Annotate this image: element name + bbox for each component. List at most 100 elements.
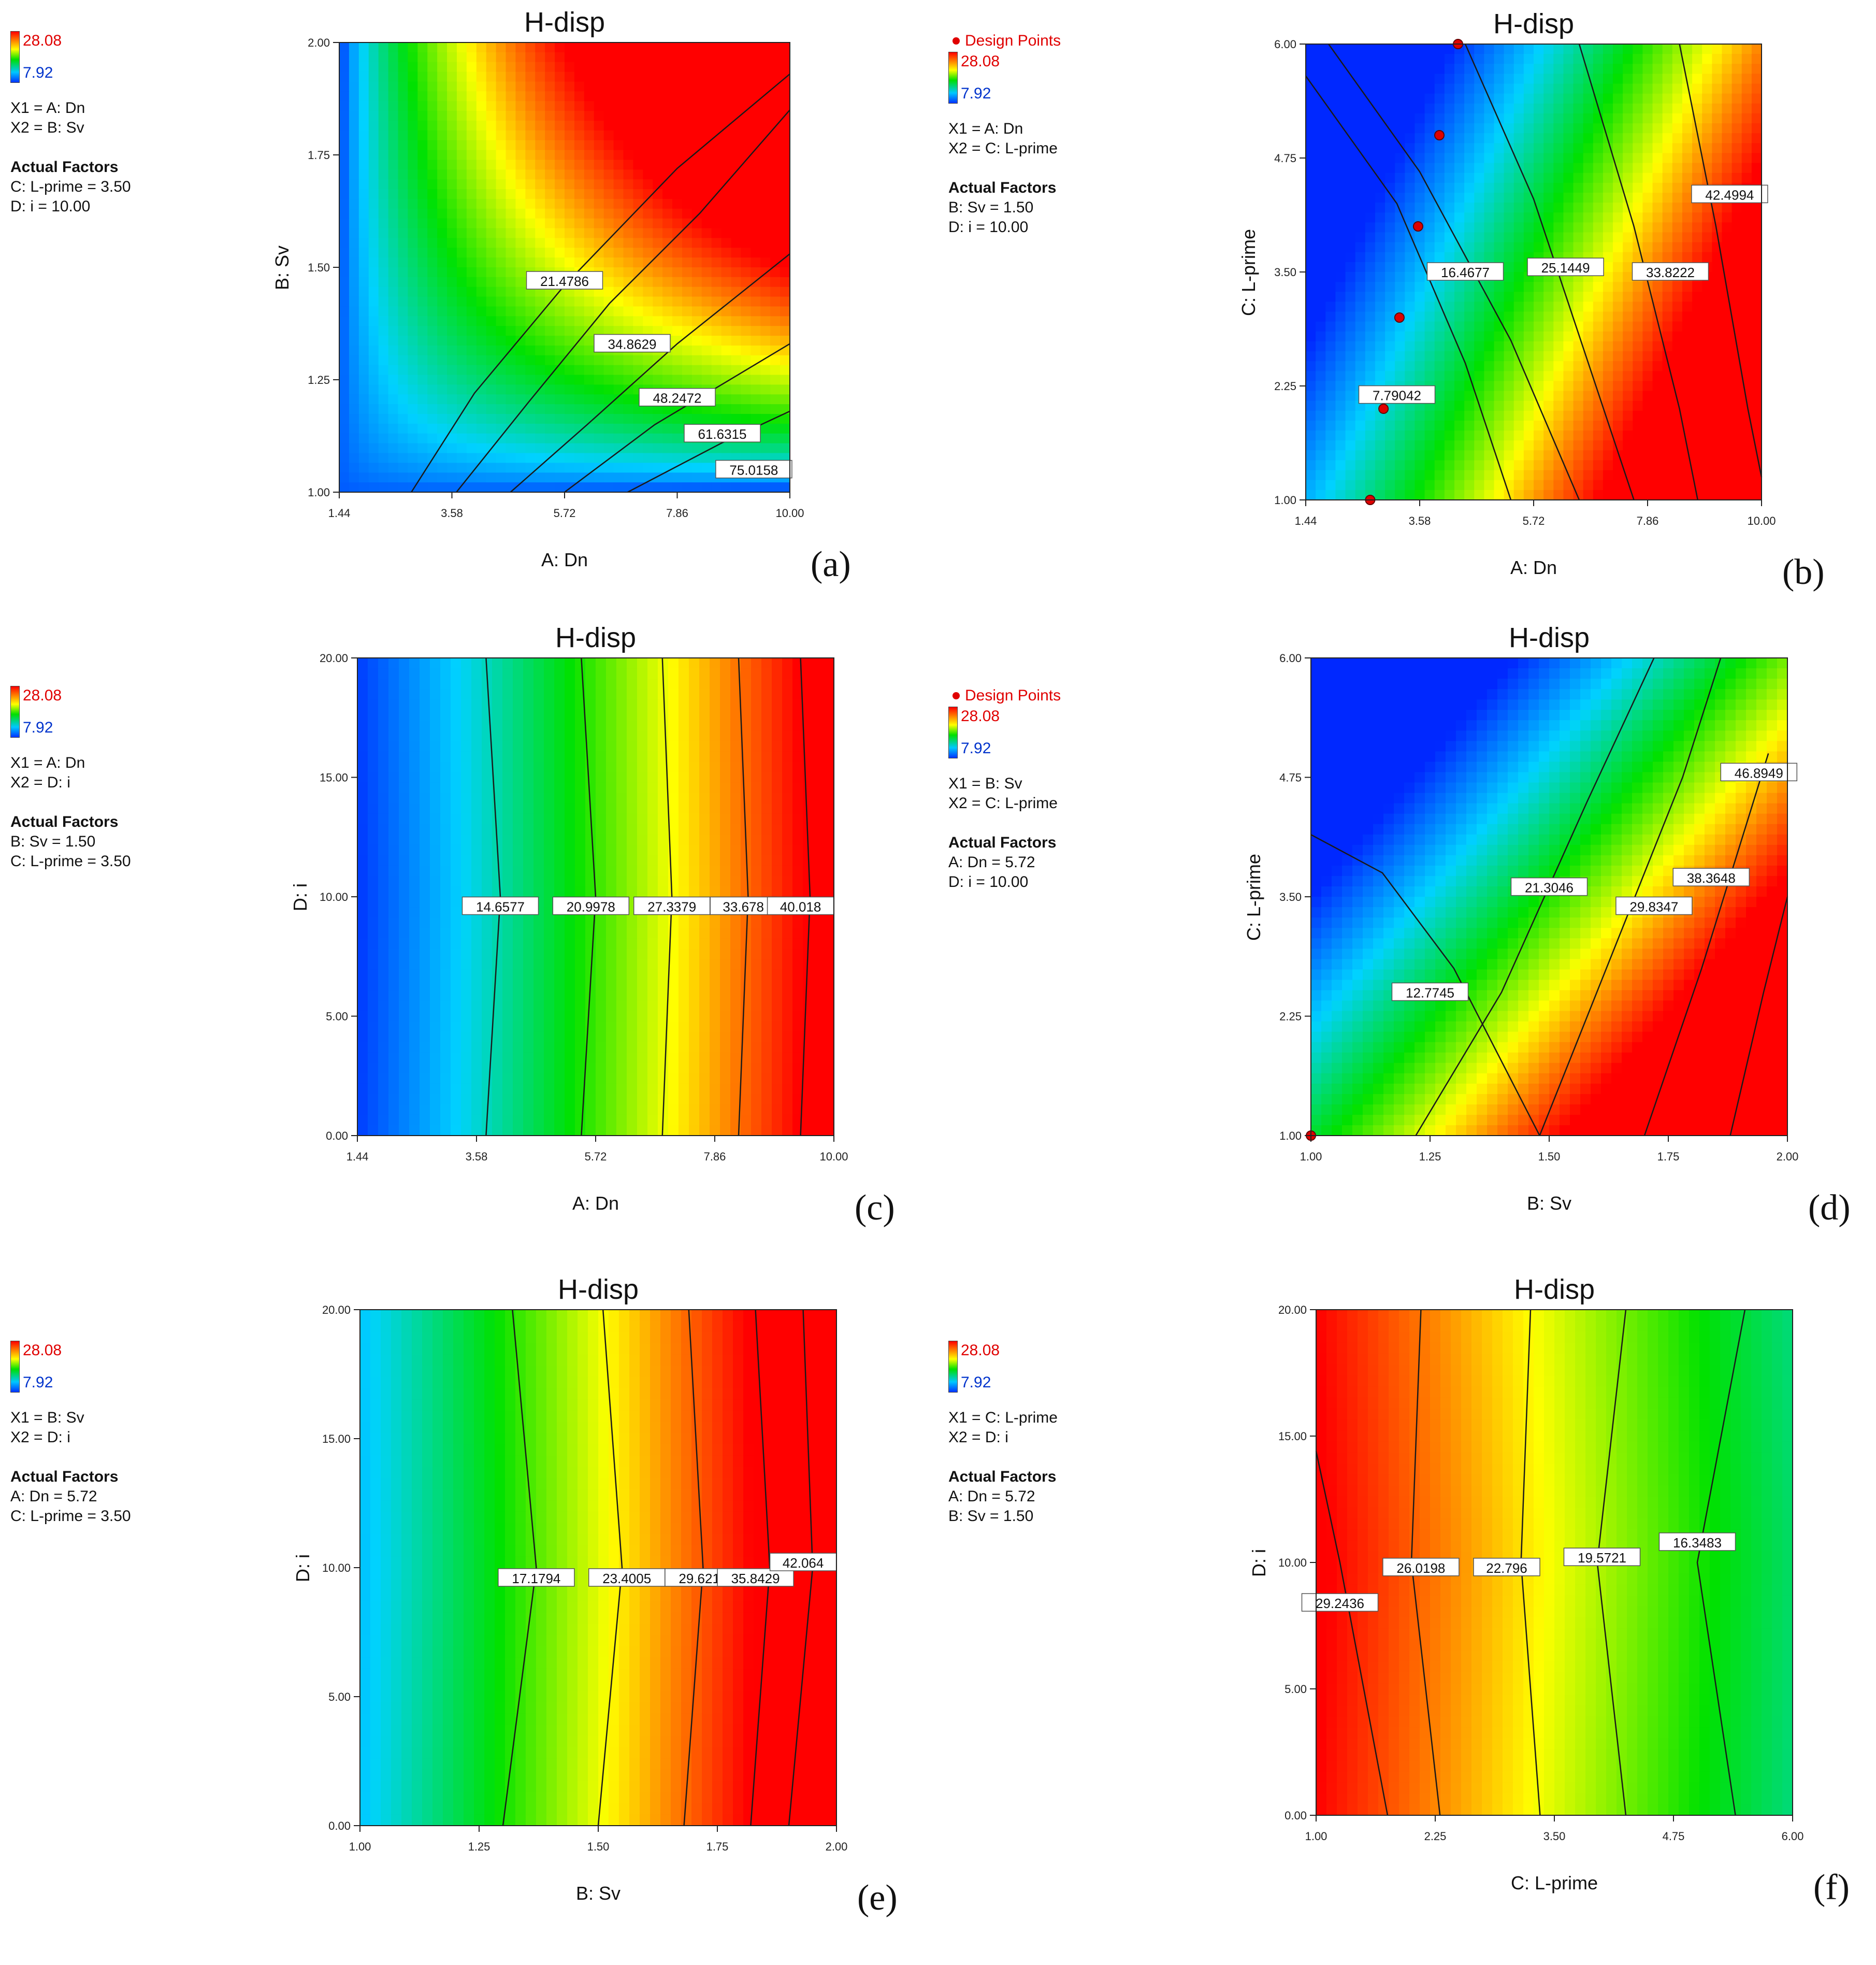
heatmap-cell xyxy=(711,150,722,161)
heatmap-cell xyxy=(1444,143,1455,154)
heatmap-cell xyxy=(1454,480,1465,491)
factor-line: X1 = A: Dn xyxy=(948,120,1023,137)
heatmap-cell xyxy=(623,306,633,317)
heatmap-cell xyxy=(515,91,526,102)
heatmap-cell xyxy=(1523,391,1534,401)
heatmap-cell xyxy=(1563,311,1574,322)
heatmap-cell xyxy=(1474,83,1484,94)
heatmap-cell xyxy=(437,286,448,297)
heatmap-cell xyxy=(584,433,595,444)
heatmap-cell xyxy=(1444,212,1455,223)
heatmap-cell xyxy=(368,394,379,405)
heatmap-cell xyxy=(1306,331,1316,342)
heatmap-cell xyxy=(1702,480,1712,491)
heatmap-cell xyxy=(349,423,359,434)
heatmap-cell xyxy=(760,345,771,356)
heatmap-cell xyxy=(417,71,428,82)
heatmap-cell xyxy=(1731,252,1742,263)
heatmap-cell xyxy=(1573,103,1584,114)
heatmap-cell xyxy=(1633,410,1643,421)
heatmap-cell xyxy=(339,42,350,53)
heatmap-cell xyxy=(1534,321,1544,332)
heatmap-cell xyxy=(710,741,720,752)
heatmap-cell xyxy=(486,277,497,288)
heatmap-cell xyxy=(689,699,700,710)
heatmap-cell xyxy=(1652,252,1663,263)
heatmap-cell xyxy=(1375,103,1386,114)
heatmap-cell xyxy=(357,710,368,721)
heatmap-cell xyxy=(565,198,575,209)
contour-label: 75.0158 xyxy=(715,460,792,479)
heatmap-cell xyxy=(1623,133,1633,144)
heatmap-cell xyxy=(1692,321,1702,332)
heatmap-cell xyxy=(451,730,461,741)
heatmap-cell xyxy=(378,198,389,209)
heatmap-cell xyxy=(476,120,487,131)
heatmap-cell xyxy=(399,730,410,741)
heatmap-cell xyxy=(741,306,751,317)
heatmap-cell xyxy=(1325,123,1336,134)
heatmap-cell xyxy=(1523,440,1534,451)
heatmap-cell xyxy=(1692,54,1702,64)
heatmap-cell xyxy=(1731,242,1742,253)
heatmap-cell xyxy=(603,81,614,92)
heatmap-cell xyxy=(1603,391,1613,401)
heatmap-cell xyxy=(451,741,461,752)
heatmap-cell xyxy=(751,710,762,721)
heatmap-cell xyxy=(1613,282,1623,292)
heatmap-cell xyxy=(761,730,772,741)
heatmap-cell xyxy=(1712,460,1723,471)
heatmap-cell xyxy=(603,365,614,376)
heatmap-cell xyxy=(368,208,379,219)
heatmap-cell xyxy=(1513,113,1524,124)
heatmap-cell xyxy=(824,730,834,741)
heatmap-cell xyxy=(1633,470,1643,481)
heatmap-cell xyxy=(440,699,451,710)
heatmap-cell xyxy=(653,248,663,258)
heatmap-cell xyxy=(1395,123,1405,134)
heatmap-cell xyxy=(761,699,772,710)
heatmap-cell xyxy=(1504,470,1514,481)
heatmap-cell xyxy=(584,42,595,53)
heatmap-cell xyxy=(721,218,732,229)
heatmap-cell xyxy=(447,306,457,317)
heatmap-cell xyxy=(398,384,408,395)
heatmap-cell xyxy=(1741,212,1752,223)
heatmap-cell xyxy=(565,658,575,669)
heatmap-cell xyxy=(1712,123,1723,134)
heatmap-cell xyxy=(368,257,379,268)
heatmap-cell xyxy=(349,208,359,219)
heatmap-cell xyxy=(486,257,497,268)
heatmap-cell xyxy=(388,228,399,238)
heatmap-cell xyxy=(1692,292,1702,302)
heatmap-cell xyxy=(710,710,720,721)
heatmap-cell xyxy=(1395,351,1405,362)
heatmap-cell xyxy=(1731,262,1742,272)
heatmap-cell xyxy=(623,130,633,141)
heatmap-cell xyxy=(1652,83,1663,94)
heatmap-cell xyxy=(1484,113,1495,124)
heatmap-cell xyxy=(1424,123,1435,134)
heatmap-cell xyxy=(1345,44,1356,54)
heatmap-cell xyxy=(1434,450,1445,461)
heatmap-cell xyxy=(1345,391,1356,401)
heatmap-cell xyxy=(1702,440,1712,451)
heatmap-cell xyxy=(760,111,771,121)
heatmap-cell xyxy=(1484,44,1495,54)
heatmap-cell xyxy=(1722,440,1733,451)
heatmap-cell xyxy=(368,730,379,741)
heatmap-cell xyxy=(721,42,732,53)
heatmap-cell xyxy=(824,772,834,783)
heatmap-cell xyxy=(466,296,477,307)
heatmap-cell xyxy=(613,71,624,82)
heatmap-cell xyxy=(1345,460,1356,471)
heatmap-cell xyxy=(780,336,790,346)
heatmap-cell xyxy=(1682,381,1693,392)
heatmap-cell xyxy=(1504,93,1514,104)
heatmap-cell xyxy=(1662,123,1673,134)
heatmap-cell xyxy=(691,336,702,346)
heatmap-cell xyxy=(1405,282,1416,292)
heatmap-cell xyxy=(1593,133,1604,144)
heatmap-cell xyxy=(1652,490,1663,500)
